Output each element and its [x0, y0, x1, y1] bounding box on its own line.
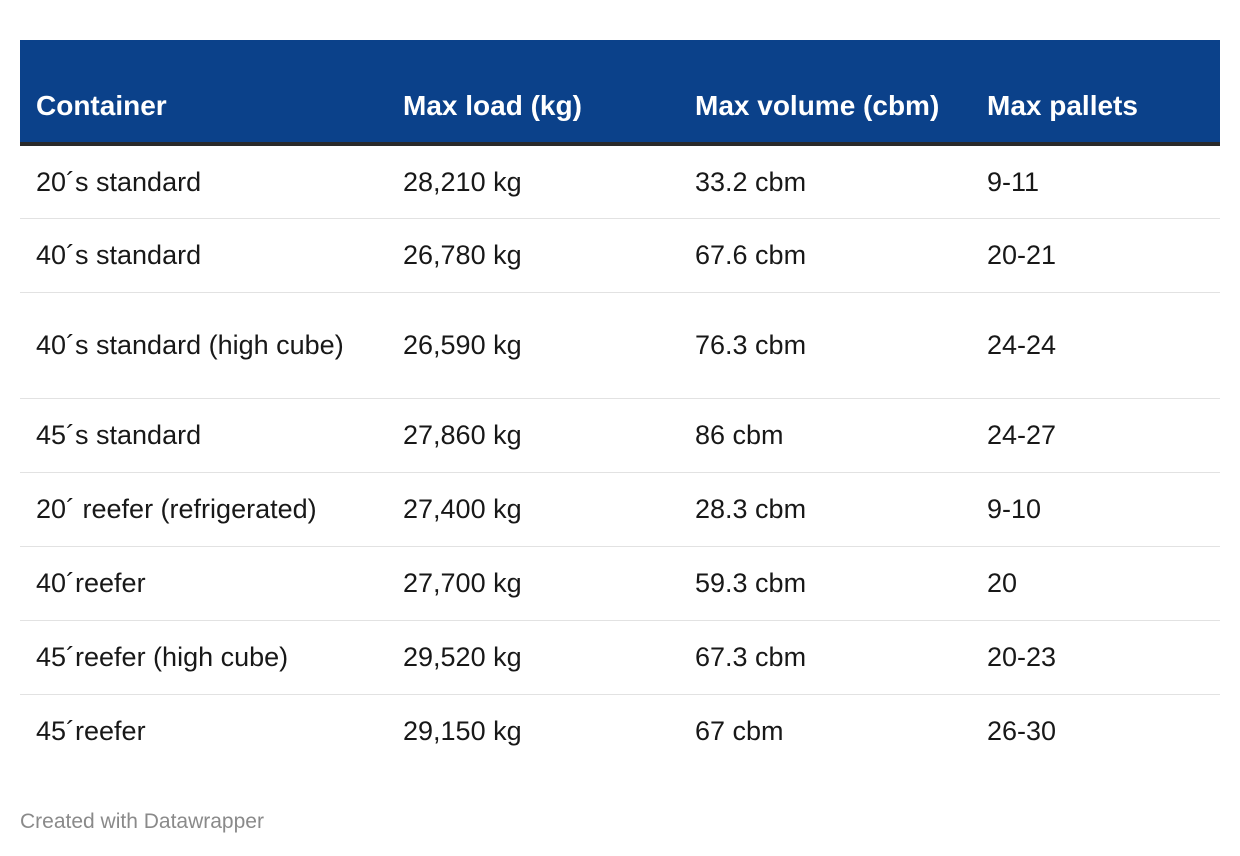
cell-max-volume: 67 cbm [695, 716, 784, 747]
cell-max-pallets: 20 [987, 568, 1018, 598]
column-header-container: Container [36, 90, 167, 121]
cell-container: 40´reefer [36, 568, 146, 598]
container-table-wrapper: Container Max load (kg) Max volume (cbm)… [20, 40, 1220, 768]
cell-max-volume: 59.3 cbm [695, 568, 807, 598]
table-row: 40´s standard 26,780 kg 67.6 cbm 20-21 [20, 218, 1220, 292]
container-specs-table: Container Max load (kg) Max volume (cbm)… [20, 40, 1220, 768]
cell-max-pallets: 24-27 [987, 420, 1057, 450]
cell-max-pallets: 20-21 [987, 240, 1057, 270]
cell-max-load: 29,150 kg [403, 716, 522, 747]
table-row: 45´reefer 29,150 kg 67 cbm 26-30 [20, 694, 1220, 768]
cell-max-volume: 67.6 cbm [695, 240, 807, 270]
table-row: 20´s standard 28,210 kg 33.2 cbm 9-11 [20, 144, 1220, 218]
cell-max-load: 29,520 kg [403, 642, 522, 672]
cell-container: 20´s standard [36, 166, 202, 197]
cell-max-load: 26,780 kg [403, 240, 522, 270]
table-row: 20´ reefer (refrigerated) 27,400 kg 28.3… [20, 472, 1220, 546]
cell-container: 45´s standard [36, 420, 202, 450]
cell-container: 45´reefer (high cube) [36, 642, 289, 672]
cell-max-load: 27,700 kg [403, 568, 522, 598]
cell-container: 40´s standard [36, 240, 202, 270]
column-header-max-load: Max load (kg) [403, 90, 582, 121]
table-header-row: Container Max load (kg) Max volume (cbm)… [20, 40, 1220, 144]
cell-max-pallets: 9-11 [987, 166, 1040, 197]
cell-max-load: 27,860 kg [403, 420, 522, 450]
cell-container: 40´s standard (high cube) [36, 330, 344, 360]
table-row: 45´s standard 27,860 kg 86 cbm 24-27 [20, 398, 1220, 472]
column-header-max-pallets: Max pallets [987, 90, 1138, 121]
cell-max-volume: 28.3 cbm [695, 494, 807, 524]
cell-max-load: 26,590 kg [403, 330, 522, 360]
cell-max-pallets: 20-23 [987, 642, 1057, 672]
cell-max-load: 28,210 kg [403, 166, 522, 197]
column-header-max-volume: Max volume (cbm) [695, 90, 940, 121]
cell-max-volume: 67.3 cbm [695, 642, 807, 672]
cell-max-volume: 76.3 cbm [695, 330, 807, 360]
cell-max-pallets: 9-10 [987, 494, 1042, 524]
cell-container: 20´ reefer (refrigerated) [36, 494, 317, 524]
cell-max-pallets: 26-30 [987, 716, 1057, 747]
table-row: 40´reefer 27,700 kg 59.3 cbm 20 [20, 546, 1220, 620]
cell-max-volume: 33.2 cbm [695, 166, 807, 197]
datawrapper-credit: Created with Datawrapper [20, 810, 264, 833]
table-row: 45´reefer (high cube) 29,520 kg 67.3 cbm… [20, 620, 1220, 694]
cell-max-load: 27,400 kg [403, 494, 522, 524]
cell-container: 45´reefer [36, 716, 146, 747]
cell-max-volume: 86 cbm [695, 420, 784, 450]
cell-max-pallets: 24-24 [987, 330, 1057, 360]
table-row: 40´s standard (high cube) 26,590 kg 76.3… [20, 292, 1220, 398]
